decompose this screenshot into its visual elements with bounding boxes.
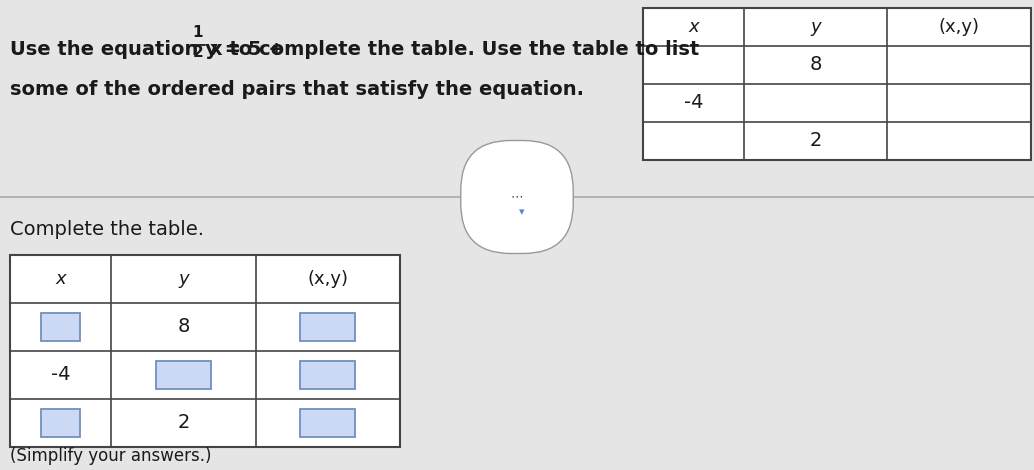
Bar: [156, 360, 211, 390]
Text: ⋯: ⋯: [511, 190, 523, 204]
Text: 2: 2: [192, 45, 204, 60]
Text: y: y: [178, 270, 189, 288]
Text: (x,y): (x,y): [307, 270, 348, 288]
Bar: [41, 313, 80, 341]
Bar: [301, 313, 356, 341]
Bar: [301, 360, 356, 390]
Text: Complete the table.: Complete the table.: [10, 220, 204, 239]
Text: 1: 1: [192, 25, 204, 40]
Bar: [643, 8, 1031, 160]
Text: 8: 8: [810, 55, 822, 75]
Text: Use the equation y = 5 +: Use the equation y = 5 +: [10, 40, 292, 59]
Text: -4: -4: [683, 94, 703, 112]
Bar: [301, 408, 356, 438]
Text: ▾: ▾: [519, 207, 525, 217]
Text: some of the ordered pairs that satisfy the equation.: some of the ordered pairs that satisfy t…: [10, 80, 584, 99]
Text: x: x: [56, 270, 66, 288]
Text: (Simplify your answers.): (Simplify your answers.): [10, 447, 212, 465]
Bar: [10, 255, 400, 447]
Text: (x,y): (x,y): [939, 18, 980, 36]
Text: 2: 2: [178, 414, 189, 432]
Text: y: y: [811, 18, 821, 36]
Text: x: x: [689, 18, 699, 36]
Text: 2: 2: [810, 132, 822, 150]
Text: x to complete the table. Use the table to list: x to complete the table. Use the table t…: [210, 40, 699, 59]
Text: 8: 8: [178, 318, 189, 337]
Bar: [41, 408, 80, 438]
Text: -4: -4: [51, 366, 70, 384]
